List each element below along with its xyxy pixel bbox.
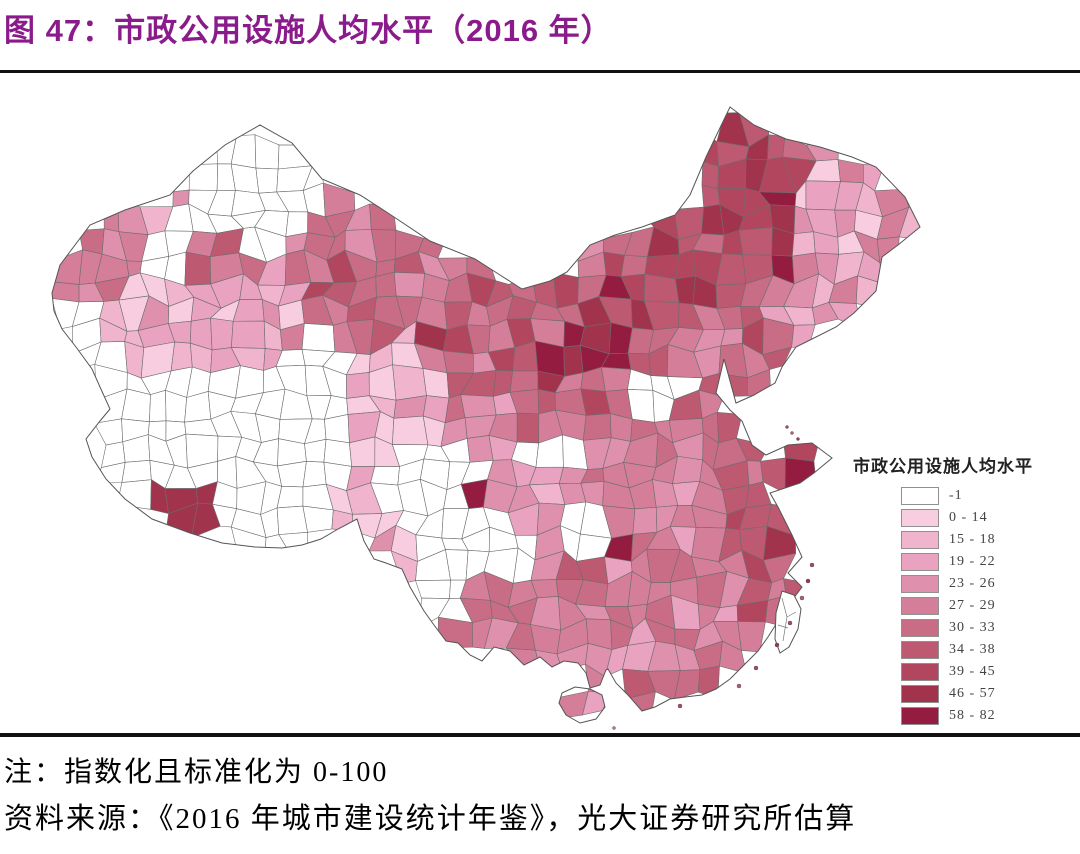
legend-title: 市政公用设施人均水平	[853, 457, 1033, 476]
map-legend: 市政公用设施人均水平 -1 0 - 14 15 - 18 19 - 22 23 - 26…	[853, 452, 1073, 728]
legend-label: 23 - 26	[949, 576, 996, 591]
legend-swatch	[901, 641, 939, 659]
legend-swatch	[901, 597, 939, 615]
legend-row: 34 - 38	[901, 640, 1073, 660]
legend-swatch	[901, 685, 939, 703]
legend-row: 58 - 82	[901, 706, 1073, 726]
legend-row: 30 - 33	[901, 618, 1073, 638]
figure-bottom-line	[0, 733, 1080, 737]
legend-swatch	[901, 619, 939, 637]
legend-swatch	[901, 575, 939, 593]
legend-row: 0 - 14	[901, 508, 1073, 528]
legend-label: 15 - 18	[949, 532, 996, 547]
legend-label: -1	[949, 488, 963, 503]
legend-label: 19 - 22	[949, 554, 996, 569]
legend-row: 23 - 26	[901, 574, 1073, 594]
legend-row: -1	[901, 486, 1073, 506]
figure-source: 资料来源：《2016 年城市建设统计年鉴》，光大证券研究所估算	[4, 803, 857, 835]
legend-label: 39 - 45	[949, 664, 996, 679]
legend-swatch	[901, 707, 939, 725]
legend-row: 15 - 18	[901, 530, 1073, 550]
legend-row: 19 - 22	[901, 552, 1073, 572]
legend-swatch	[901, 553, 939, 571]
china-choropleth-map	[30, 95, 1080, 735]
legend-label: 34 - 38	[949, 642, 996, 657]
legend-label: 30 - 33	[949, 620, 996, 635]
legend-swatch	[901, 663, 939, 681]
figure-note: 注：指数化且标准化为 0-100	[4, 757, 389, 788]
legend-label: 0 - 14	[949, 510, 988, 525]
legend-swatch	[901, 509, 939, 527]
figure-title: 图 47：市政公用设施人均水平（2016 年）	[4, 13, 613, 48]
legend-row: 46 - 57	[901, 684, 1073, 704]
legend-swatch	[901, 487, 939, 505]
map-svg	[51, 106, 921, 730]
legend-rows: -1 0 - 14 15 - 18 19 - 22 23 - 26 27 - 29 30 -…	[853, 486, 1073, 726]
legend-label: 46 - 57	[949, 686, 996, 701]
legend-label: 58 - 82	[949, 708, 996, 723]
legend-label: 27 - 29	[949, 598, 996, 613]
legend-swatch	[901, 531, 939, 549]
legend-row: 39 - 45	[901, 662, 1073, 682]
title-divider-line	[0, 70, 1080, 73]
legend-row: 27 - 29	[901, 596, 1073, 616]
